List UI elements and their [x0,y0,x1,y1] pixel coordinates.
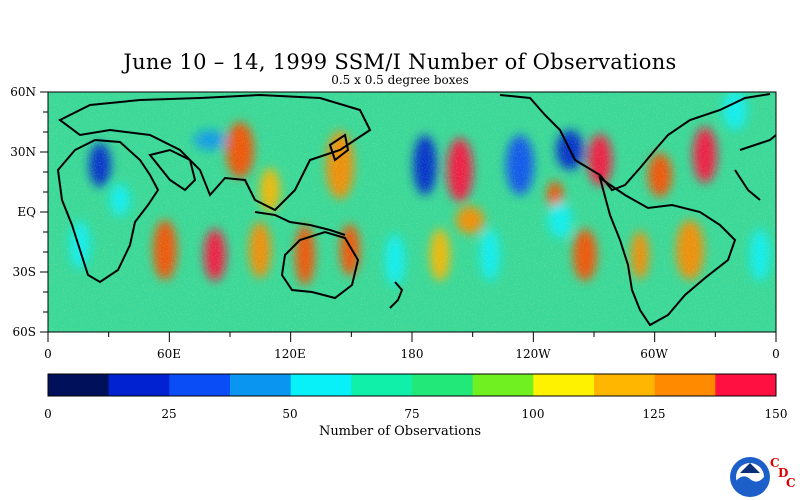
lon-label-120e: 120E [274,347,306,361]
page-subtitle: 0.5 x 0.5 degree boxes [331,73,469,87]
colorbar [48,374,777,396]
logo-letter-c1: C [770,456,780,470]
colorbar-tick-25: 25 [161,407,176,421]
colorbar-tick-50: 50 [282,407,297,421]
coastlines [56,93,776,327]
colorbar-segment [48,374,110,396]
noaa-logo [730,457,770,497]
colorbar-tick-75: 75 [404,407,419,421]
colorbar-segment [290,374,352,396]
lat-label-30n: 30N [10,145,36,159]
lon-label-60w: 60W [640,347,668,361]
lon-label-0-right: 0 [772,347,780,361]
longitude-labels: 0 60E 120E 180 120W 60W 0 [44,347,780,361]
colorbar-tick-0: 0 [44,407,52,421]
lat-label-60s: 60S [13,325,37,339]
colorbar-title: Number of Observations [318,424,482,439]
lon-label-120w: 120W [515,347,551,361]
colorbar-segment [169,374,231,396]
colorbar-segment [594,374,656,396]
lon-label-0-left: 0 [44,347,52,361]
colorbar-segment [230,374,292,396]
colorbar-segment [715,374,777,396]
colorbar-segment [533,374,595,396]
latitude-labels: 60N 30N EQ 30S 60S [10,85,36,339]
logo-letter-d: D [778,466,789,480]
colorbar-frame [47,373,777,397]
colorbar-segment [351,374,413,396]
colorbar-segment [472,374,534,396]
lat-label-eq: EQ [17,205,36,219]
colorbar-tick-100: 100 [522,407,545,421]
lat-label-60n: 60N [10,85,36,99]
colorbar-tick-125: 125 [643,407,666,421]
colorbar-segment [654,374,716,396]
lon-label-60e: 60E [157,347,181,361]
colorbar-segment [412,374,474,396]
lat-label-30s: 30S [13,265,37,279]
colorbar-tick-150: 150 [765,407,788,421]
observation-field [48,92,776,332]
page-title: June 10 – 14, 1999 SSM/I Number of Obser… [123,50,677,74]
logo-letter-c2: C [786,476,796,490]
colorbar-tick-labels: 0 25 50 75 100 125 150 [44,407,787,421]
colorbar-segment [108,374,170,396]
lon-label-180: 180 [401,347,424,361]
